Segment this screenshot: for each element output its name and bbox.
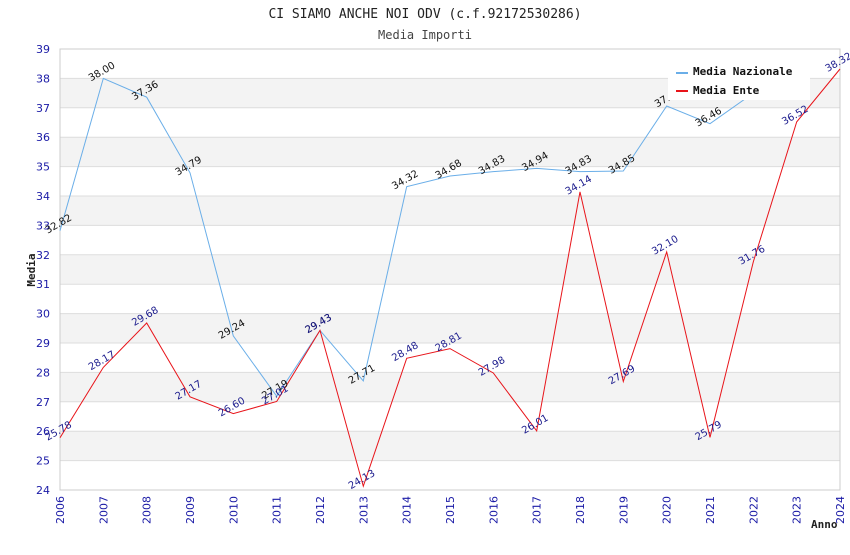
x-axis-label: Anno <box>811 518 838 531</box>
x-tick-label: 2020 <box>661 496 674 524</box>
data-label: 34.32 <box>390 169 420 193</box>
series-line-ente <box>59 68 841 488</box>
x-tick-label: 2018 <box>574 496 587 524</box>
y-tick-label: 38 <box>36 72 50 85</box>
x-tick-label: 2007 <box>97 496 110 524</box>
data-label: 24.13 <box>347 468 377 492</box>
y-tick-label: 36 <box>36 131 50 144</box>
x-tick-label: 2010 <box>227 496 240 524</box>
data-label: 36.46 <box>694 106 724 130</box>
chart-subtitle: Media Importi <box>378 28 472 42</box>
grid-bands <box>60 78 840 461</box>
plot-frame <box>59 48 841 491</box>
x-tick-label: 2009 <box>184 496 197 524</box>
data-label: 28.48 <box>390 340 420 364</box>
gridlines <box>60 77 840 462</box>
y-tick-label: 39 <box>36 43 50 56</box>
x-ticks: 2006 2007 2008 2009 2010 2011 2012 2013 2014 2015… <box>54 496 847 524</box>
series-layer <box>59 68 841 488</box>
x-tick-label: 2023 <box>791 496 804 524</box>
x-tick-label: 2015 <box>444 496 457 524</box>
y-tick-label: 26 <box>36 425 50 438</box>
legend-background <box>668 62 810 100</box>
x-tick-label: 2014 <box>401 496 414 524</box>
data-label: 38.32 <box>824 51 850 75</box>
x-tick-label: 2011 <box>271 496 284 524</box>
x-tick-label: 2017 <box>531 496 544 524</box>
y-ticks: 24 25 26 27 28 29 30 31 32 33 34 35 36 37 38 39 <box>36 43 50 497</box>
legend-label-nazionale: Media Nazionale <box>693 65 793 78</box>
y-tick-label: 37 <box>36 102 50 115</box>
y-axis-label: Media <box>25 253 38 286</box>
x-tick-label: 2016 <box>487 496 500 524</box>
x-tick-label: 2021 <box>704 496 717 524</box>
grid-band <box>60 254 840 285</box>
legend-label-ente: Media Ente <box>693 84 760 97</box>
x-tick-label: 2019 <box>617 496 630 524</box>
x-tick-label: 2013 <box>357 496 370 524</box>
y-tick-label: 33 <box>36 219 50 232</box>
chart-title: CI SIAMO ANCHE NOI ODV (c.f.92172530286) <box>268 7 581 22</box>
grid-band <box>60 196 840 226</box>
legend: Media Nazionale Media Ente <box>668 62 810 100</box>
data-label: 32.82 <box>44 213 74 237</box>
y-tick-label: 32 <box>36 249 50 262</box>
y-tick-label: 29 <box>36 337 50 350</box>
x-tick-label: 2006 <box>54 496 67 524</box>
series-line-nazionale <box>59 77 754 398</box>
x-tick-label: 2012 <box>314 496 327 524</box>
data-label: 32.10 <box>650 234 680 258</box>
y-tick-label: 35 <box>36 161 50 174</box>
y-tick-label: 34 <box>36 190 50 203</box>
y-tick-label: 28 <box>36 366 50 379</box>
y-tick-label: 31 <box>36 278 50 291</box>
y-tick-label: 27 <box>36 396 50 409</box>
x-tick-label: 2024 <box>834 496 847 524</box>
y-tick-label: 25 <box>36 455 50 468</box>
x-tick-label: 2008 <box>141 496 154 524</box>
grid-band <box>60 137 840 167</box>
y-tick-label: 30 <box>36 308 50 321</box>
y-tick-label: 24 <box>36 484 50 497</box>
grid-band <box>60 313 840 343</box>
grid-band <box>60 431 840 461</box>
x-tick-label: 2022 <box>747 496 760 524</box>
